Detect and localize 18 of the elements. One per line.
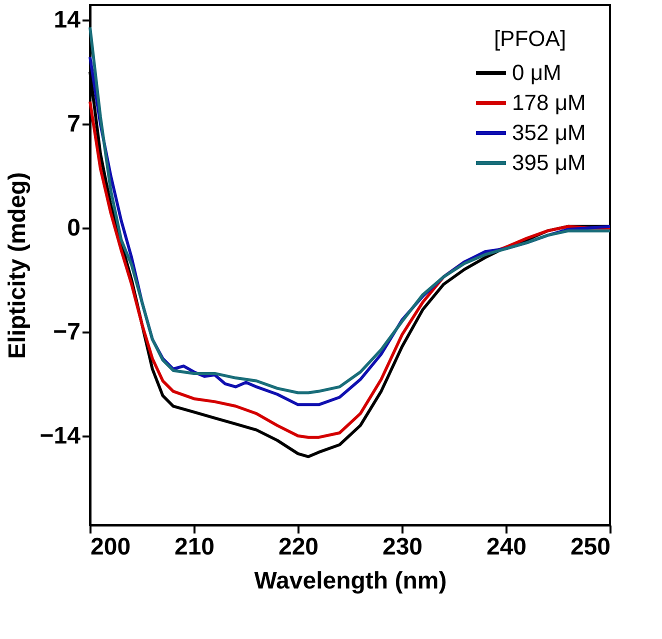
x-tick-label: 200 [90, 534, 131, 560]
x-tick-label: 240 [486, 534, 527, 560]
x-tick-label: 210 [174, 534, 215, 560]
y-axis-title: Elipticity (mdeg) [4, 172, 31, 359]
y-tick-label: −14 [40, 422, 82, 450]
y-tick-label: 14 [54, 6, 82, 34]
legend-label: 0 μM [512, 60, 562, 85]
y-tick-label: 7 [67, 110, 80, 138]
legend-label: 178 μM [512, 90, 586, 115]
x-tick-label: 220 [278, 534, 319, 560]
y-tick-label: 0 [67, 214, 80, 242]
legend-label: 395 μM [512, 150, 586, 175]
y-tick-label: −7 [53, 318, 80, 346]
x-tick-label: 250 [570, 534, 610, 560]
legend-label: 352 μM [512, 120, 586, 145]
x-tick-label: 230 [382, 534, 423, 560]
x-axis-title: Wavelength (nm) [254, 568, 447, 594]
legend-title: [PFOA] [494, 26, 566, 51]
